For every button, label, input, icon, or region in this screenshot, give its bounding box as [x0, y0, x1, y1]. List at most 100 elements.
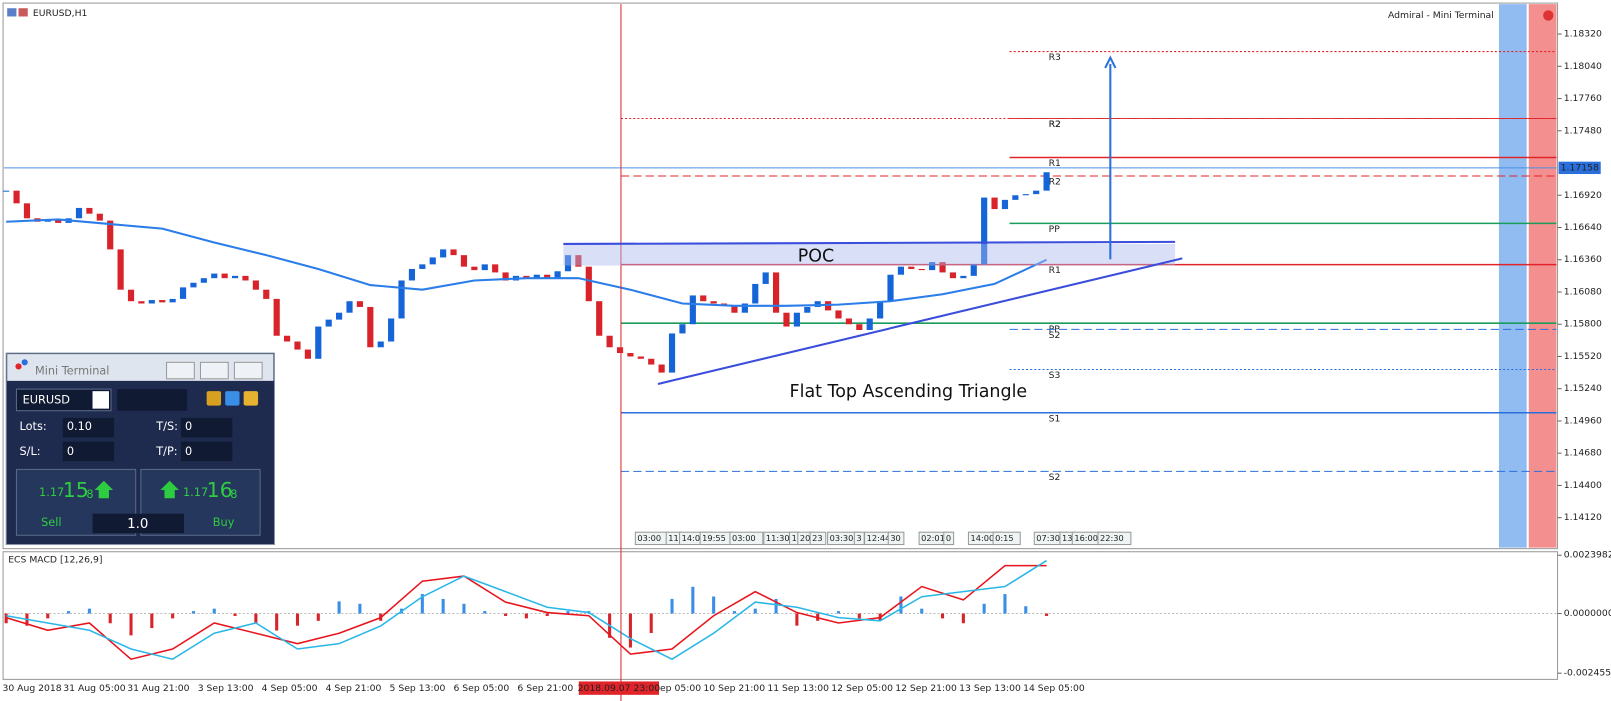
sl-input[interactable] [62, 441, 115, 462]
price-plot: 1.18320 1.18040 1.17760 1.17480 1.16920 1.166… [2, 29, 1611, 695]
candle [949, 272, 957, 279]
candle [471, 266, 478, 271]
macd-histogram-bar [649, 613, 653, 633]
candle [772, 272, 780, 313]
tool-icon[interactable] [206, 391, 222, 406]
candle [554, 271, 561, 279]
pivot-label: PP [1049, 224, 1061, 235]
candle [762, 272, 769, 284]
candle [55, 219, 62, 223]
sell-arrow [94, 480, 114, 499]
macd-histogram-bar [129, 613, 133, 636]
candle [575, 255, 582, 267]
macd-histogram-bar [920, 608, 924, 614]
session-label: 1 [792, 533, 797, 543]
macd-histogram-bar [254, 613, 258, 624]
y-tick-label: 1.17760 [1564, 93, 1602, 104]
macd-histogram-bar [212, 608, 216, 614]
macd-histogram-bar [691, 586, 695, 614]
y-tick-label: 1.16360 [1564, 254, 1602, 265]
settings-icon[interactable] [225, 391, 240, 406]
dropdown-arrow[interactable] [92, 391, 109, 409]
candle [263, 289, 270, 299]
macd-histogram-bar [795, 613, 799, 626]
lots-input[interactable] [62, 417, 115, 438]
session-label: 0 [946, 533, 951, 543]
candle [970, 264, 977, 276]
symbol-select[interactable] [15, 388, 112, 412]
poc-label: POC [798, 246, 834, 266]
resistance-line [563, 240, 1176, 245]
ts-input[interactable] [180, 417, 233, 438]
macd-histogram-bar [753, 608, 757, 614]
pivot-label: R2 [1049, 119, 1061, 130]
lots-label: Lots: [20, 420, 47, 433]
session-label: 14:00 [682, 533, 706, 543]
candle [346, 301, 353, 313]
candle [450, 249, 457, 256]
restore-button[interactable] [199, 361, 229, 380]
y-tick-label: 1.16640 [1564, 222, 1602, 233]
x-tick-label: 6 Sep 05:00 [453, 683, 509, 694]
pivot-label: S3 [1049, 370, 1061, 381]
macd-main-line [5, 564, 1047, 661]
sell-zone-stripe [1528, 4, 1557, 548]
candle [887, 274, 894, 302]
current-price-label: 1.17158 [1561, 162, 1599, 173]
macd-histogram-bar [191, 611, 195, 614]
trend-line [657, 257, 1183, 385]
tp-input[interactable] [180, 441, 233, 462]
x-tick-label: 5 Sep 13:00 [390, 683, 446, 694]
candle [939, 262, 946, 273]
close-icon[interactable] [1543, 10, 1554, 21]
candle [866, 318, 873, 330]
macd-histogram-bar [275, 613, 279, 631]
candle [1001, 199, 1009, 210]
volume-input[interactable] [92, 513, 185, 534]
candle [814, 301, 821, 307]
session-box [943, 531, 955, 546]
candle [356, 301, 363, 307]
y-tick-label: 1.16920 [1564, 190, 1602, 201]
candle [929, 262, 936, 271]
candle [221, 273, 228, 279]
x-tick-label: 31 Aug 21:00 [127, 683, 189, 694]
sl-value: 0 [67, 445, 74, 458]
candle [596, 301, 603, 336]
macd-histogram-bar [87, 608, 91, 614]
candle [492, 264, 499, 273]
candle [315, 326, 322, 359]
x-tick-label: 14 Sep 05:00 [1023, 683, 1085, 694]
mini-terminal-title: Mini Terminal [35, 365, 109, 378]
candle [242, 275, 249, 281]
macd-tick-label: 0.0023982 [1564, 550, 1611, 561]
app-icon [15, 363, 22, 370]
buy-label: Buy [213, 516, 235, 529]
app-icon [21, 359, 28, 366]
candle [75, 207, 83, 219]
candle [86, 207, 93, 214]
session-label: 03:00 [732, 533, 756, 543]
candle [273, 298, 280, 336]
session-label: 20 [800, 533, 810, 543]
info-field [117, 389, 188, 411]
pivot-label: R2 [1049, 119, 1061, 130]
candle [408, 268, 416, 281]
close-button[interactable] [233, 361, 263, 380]
candle [897, 266, 905, 275]
volume-value: 1.0 [127, 517, 148, 532]
candle [700, 295, 707, 302]
candle [107, 220, 114, 250]
expand-icon[interactable] [243, 391, 259, 406]
session-label: 13 [1062, 533, 1072, 543]
candle [502, 272, 509, 281]
session-box [887, 531, 905, 546]
x-tick-label: 4 Sep 05:00 [262, 683, 318, 694]
macd-histogram-bar [295, 613, 300, 626]
poc-zone [563, 243, 1176, 266]
candle [367, 306, 374, 348]
pivot-label: S2 [1049, 472, 1061, 483]
session-label: 14:00 [971, 533, 995, 543]
x-tick-label: 31 Aug 05:00 [63, 683, 125, 694]
minimize-button[interactable] [166, 361, 195, 380]
